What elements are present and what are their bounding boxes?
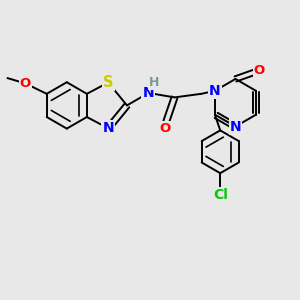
Text: Cl: Cl — [213, 188, 228, 202]
Text: O: O — [20, 77, 31, 90]
Text: N: N — [142, 86, 154, 100]
Text: O: O — [159, 122, 170, 135]
Text: N: N — [102, 121, 114, 135]
Text: N: N — [230, 119, 241, 134]
Text: H: H — [148, 76, 159, 89]
Text: N: N — [209, 84, 221, 98]
Text: O: O — [254, 64, 265, 76]
Text: S: S — [103, 75, 113, 90]
